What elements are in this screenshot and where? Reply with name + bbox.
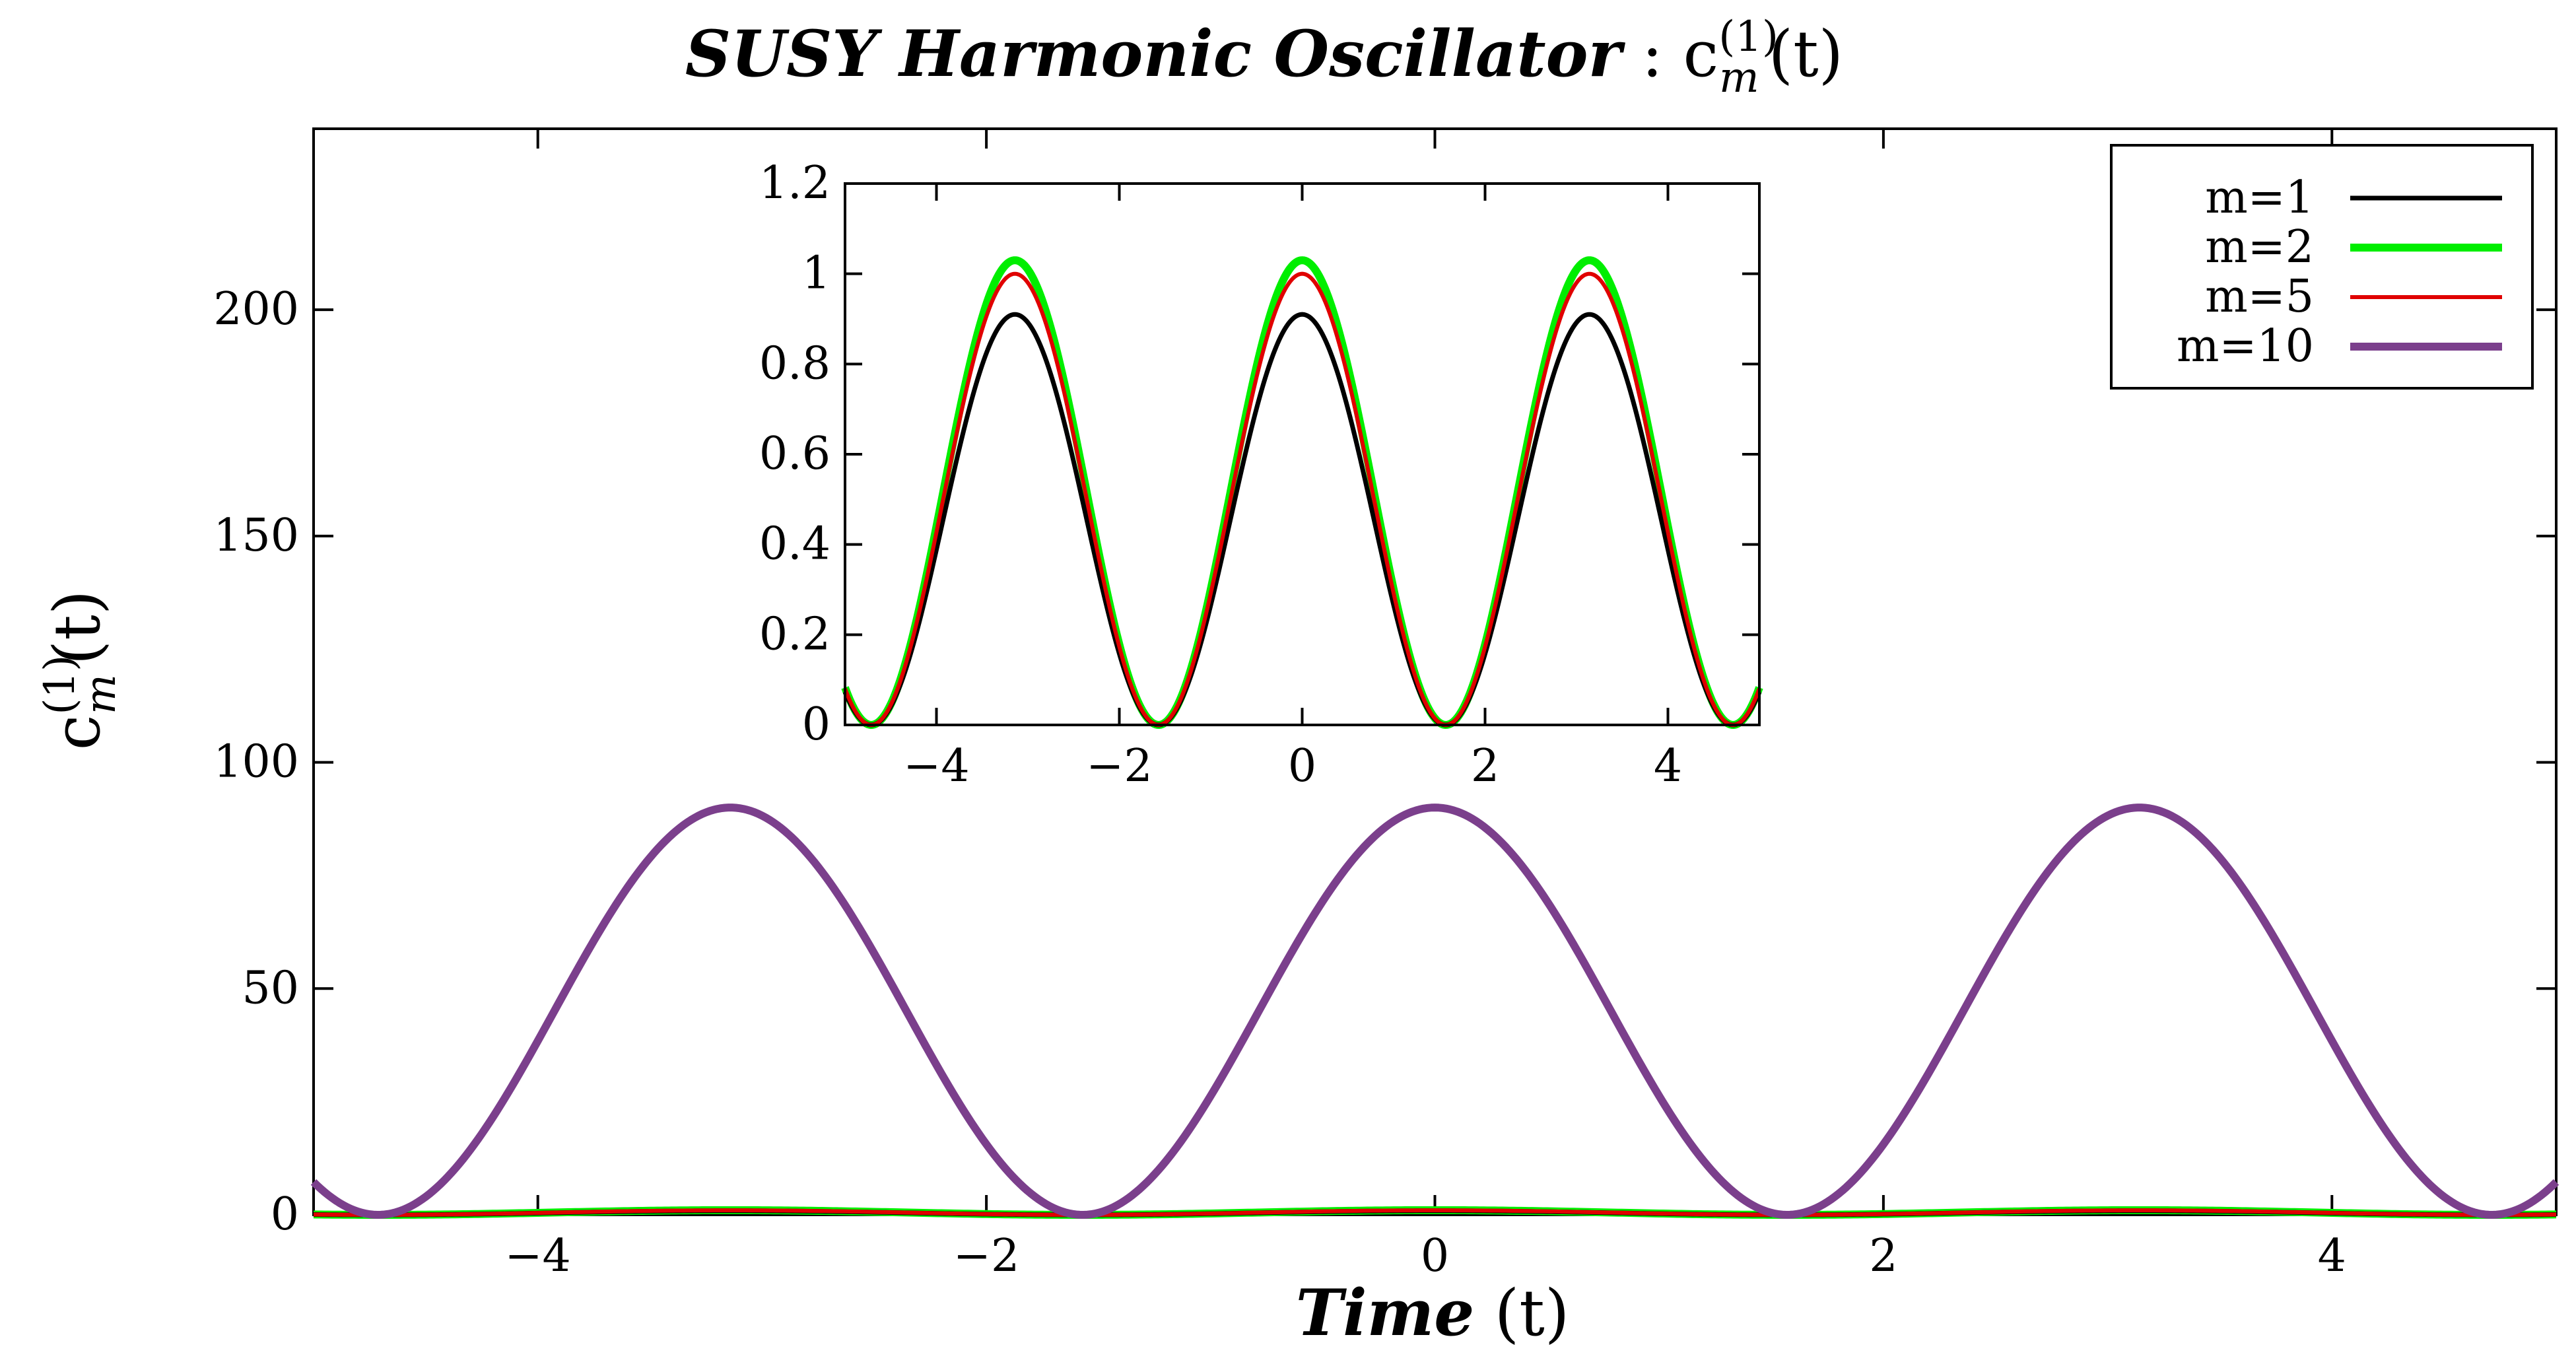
inset-y-tick-label: 0.6 [759,428,830,480]
series-line-m-5 [313,1208,2557,1217]
x-axis-label: Time (t) [1296,1276,1570,1350]
inset-x-tick-label: −2 [1086,740,1152,792]
inset-x-tick-label: −4 [903,740,969,792]
chart-title-main: SUSY Harmonic Oscillator [685,17,1626,91]
inset-plot-background [845,184,1759,725]
legend-box [2110,144,2534,390]
legend-label-m-2: m=2 [2205,221,2314,273]
main-series-lines [310,804,2559,1219]
main-y-tick-label: 100 [213,736,299,788]
chart-title-subscript: m [1719,53,1759,102]
main-x-tick-label: 0 [1421,1230,1449,1282]
inset-y-tick-label: 0.4 [759,518,830,570]
legend-label-m-1: m=1 [2205,172,2314,224]
inset-series-lines [841,256,1763,729]
chart-title: SUSY Harmonic Oscillator : c(1) m (t) [685,13,1843,102]
series-line-m-10 [310,804,2559,1219]
main-x-tick-label: 2 [1869,1230,1897,1282]
x-label-suffix: (t) [1474,1276,1569,1350]
main-y-tick-label: 150 [213,510,299,562]
chart-title-separator: : [1621,17,1683,91]
series-line-m-5 [843,271,1761,727]
svg-text:c(1)m(t): c(1)m (t) [36,590,125,751]
inset-y-tick-label: 1 [802,248,830,300]
y-label-symbol: c [40,715,114,751]
inset-y-tick-label: 0.8 [759,337,830,390]
main-x-tick-label: −4 [505,1230,571,1282]
legend-label-m-10: m=10 [2177,320,2314,372]
inset-x-tick-label: 0 [1288,740,1316,792]
chart-title-suffix: (t) [1769,17,1843,91]
y-label-subscript: m [77,674,125,714]
main-y-tick-label: 50 [242,962,299,1014]
inset-x-tick-label: 2 [1471,740,1499,792]
main-y-tick-label: 0 [271,1188,299,1241]
main-x-tick-label: 4 [2318,1230,2346,1282]
y-label-superscript: (1) [36,655,85,715]
inset-y-tick-label: 0.2 [759,608,830,660]
x-label-main: Time [1296,1276,1475,1350]
inset-y-tick-label: 1.2 [759,157,830,209]
main-x-tick-label: −2 [953,1230,1019,1282]
main-y-tick-label: 200 [213,283,299,335]
inset-axis-ticks: −4 −2 0 2 4 0 0.2 0.4 0.6 0.8 1 1.2 [759,157,1759,792]
inset-y-tick-label: 0 [802,699,830,751]
chart-title-symbol: c [1683,17,1719,91]
legend-label-m-5: m=5 [2205,271,2314,323]
series-line-m-2 [841,256,1763,729]
chart-title-superscript: (1) [1718,13,1779,61]
legend: m=1m=2m=5m=10 [2110,144,2534,390]
y-label-suffix: (t) [40,590,114,665]
series-line-m-1 [842,312,1762,728]
inset-x-tick-label: 4 [1654,740,1682,792]
y-axis-label: c(1)m (t) [36,590,125,751]
